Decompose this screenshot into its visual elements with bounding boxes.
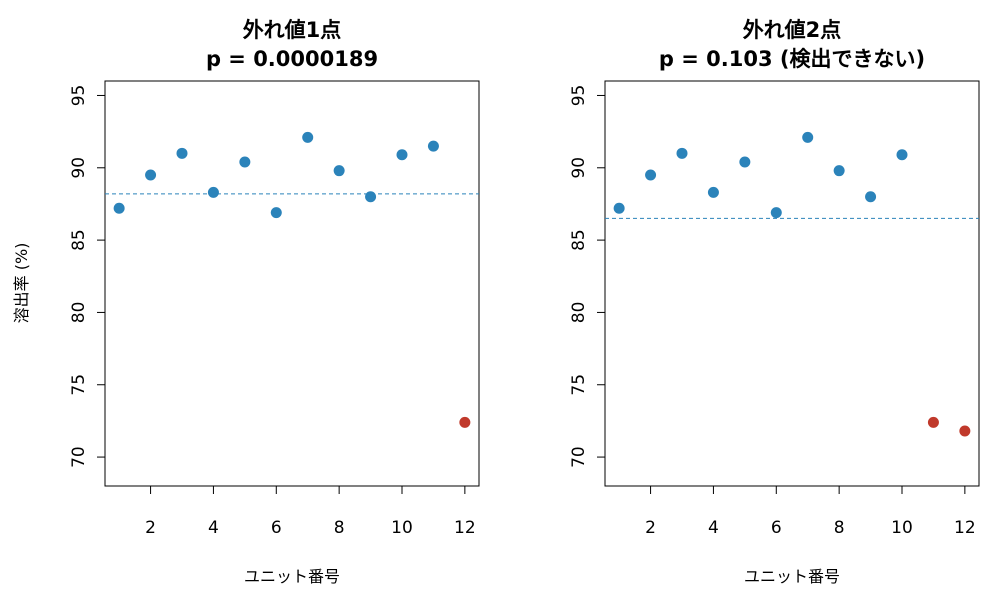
data-point [270, 207, 282, 219]
data-point [613, 202, 625, 214]
x-tick-label: 6 [771, 518, 782, 538]
data-point [865, 191, 877, 203]
x-tick-label: 2 [145, 518, 156, 538]
data-point [770, 207, 782, 219]
data-point [802, 131, 814, 143]
x-tick-label: 8 [834, 518, 845, 538]
panel-right-x-axis-label: ユニット番号 [744, 567, 840, 586]
data-point [176, 147, 188, 159]
panel-left-title: 外れ値1点 [243, 18, 342, 42]
x-tick-label: 8 [334, 518, 345, 538]
plot-frame [604, 80, 980, 487]
y-tick-label: 70 [69, 446, 89, 468]
data-point [833, 165, 845, 177]
y-tick-label: 80 [69, 302, 89, 324]
y-tick-label: 85 [569, 229, 589, 251]
data-point [645, 169, 657, 181]
panel-right: 外れ値2点 p = 0.103 (検出できない) ユニット番号 2 4 6 8 10 12… [569, 18, 980, 586]
y-tick-label: 90 [69, 157, 89, 179]
panel-right-subtitle: p = 0.103 (検出できない) [659, 47, 925, 71]
data-point [365, 191, 377, 203]
x-tick-label: 6 [271, 518, 282, 538]
panel-left-subtitle: p = 0.0000189 [206, 47, 378, 71]
data-point [333, 165, 345, 177]
data-point [739, 156, 751, 168]
y-tick-label: 75 [569, 374, 589, 396]
panel-right-title: 外れ値2点 [743, 18, 842, 42]
outlier-point [459, 416, 471, 428]
x-tick-label: 4 [208, 518, 219, 538]
x-tick-label: 10 [891, 518, 913, 538]
y-tick-label: 75 [69, 374, 89, 396]
data-point [676, 147, 688, 159]
panel-left: 外れ値1点 p = 0.0000189 ユニット番号 溶出率 (%) 2 4 6 8 1… [12, 18, 480, 586]
data-point [707, 186, 719, 198]
y-tick-label: 90 [569, 157, 589, 179]
y-tick-label: 70 [569, 446, 589, 468]
y-tick-label: 80 [569, 302, 589, 324]
x-tick-label: 12 [954, 518, 976, 538]
data-point [896, 149, 908, 161]
y-tick-label: 95 [69, 85, 89, 107]
data-point [145, 169, 157, 181]
outlier-point [959, 425, 971, 437]
x-tick-label: 12 [454, 518, 476, 538]
outlier-point [927, 416, 939, 428]
y-tick-label: 95 [569, 85, 589, 107]
x-tick-label: 2 [645, 518, 656, 538]
panel-left-y-axis-label: 溶出率 (%) [12, 243, 31, 324]
data-point [396, 149, 408, 161]
data-point [302, 131, 314, 143]
y-tick-label: 85 [69, 229, 89, 251]
data-point [207, 186, 219, 198]
data-point [427, 140, 439, 152]
panel-left-x-axis-label: ユニット番号 [244, 567, 340, 586]
plot-frame [104, 80, 480, 487]
x-tick-label: 4 [708, 518, 719, 538]
x-tick-label: 10 [391, 518, 413, 538]
data-point [113, 202, 125, 214]
data-point [239, 156, 251, 168]
